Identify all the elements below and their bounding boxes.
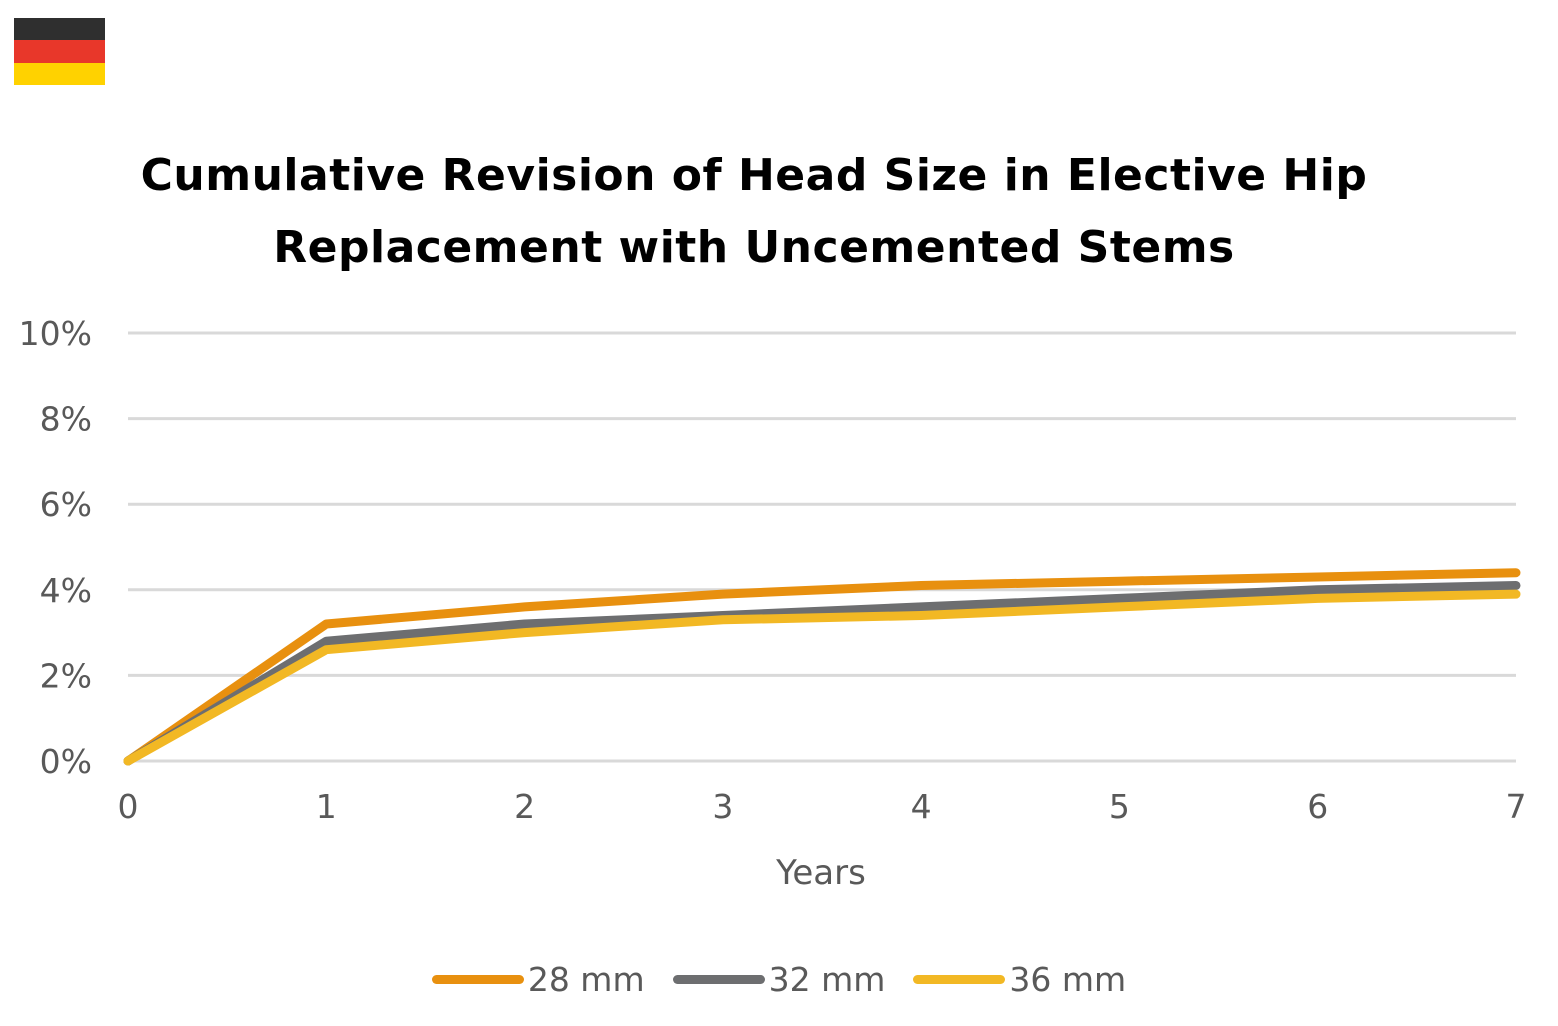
y-tick-label: 4% [40,571,92,610]
series-line-2 [123,581,1521,766]
chart-legend: 28 mm 32 mm 36 mm [0,960,1558,999]
legend-label: 32 mm [768,960,886,999]
x-tick-label: 1 [316,787,337,826]
legend-label: 36 mm [1009,960,1127,999]
y-tick-label: 2% [40,656,92,695]
y-axis-ticks: 0% 2% 4% 6% 8% 10% [19,314,92,781]
x-tick-label: 2 [514,787,535,826]
x-tick-label: 0 [118,787,139,826]
legend-swatch [913,975,1006,984]
y-tick-label: 6% [40,485,92,524]
x-axis-ticks: 0 1 2 3 4 5 6 7 [118,787,1527,826]
y-tick-label: 8% [40,400,92,439]
y-tick-label: 10% [19,314,92,353]
gridlines [128,331,1516,763]
legend-item-1: 28 mm [431,960,645,999]
x-tick-label: 7 [1506,787,1527,826]
chart-title: Cumulative Revision of Head Size in Elec… [140,150,1368,273]
series-line-1 [123,568,1521,766]
x-axis-label: Years [775,853,866,893]
legend-label: 28 mm [527,960,645,999]
legend-swatch [431,975,524,984]
legend-item-2: 32 mm [672,960,886,999]
x-tick-label: 3 [712,787,733,826]
x-tick-label: 5 [1109,787,1130,826]
series-line-3 [123,589,1521,766]
legend-swatch [672,975,765,984]
legend-item-3: 36 mm [913,960,1126,999]
series-lines [123,568,1521,766]
germany-flag-icon [14,18,105,85]
flag-stripe-gold [14,62,105,85]
x-tick-label: 6 [1307,787,1328,826]
x-tick-label: 4 [911,787,932,826]
flag-stripe-red [14,40,105,63]
flag-stripe-black [14,18,105,41]
y-tick-label: 0% [40,742,92,781]
